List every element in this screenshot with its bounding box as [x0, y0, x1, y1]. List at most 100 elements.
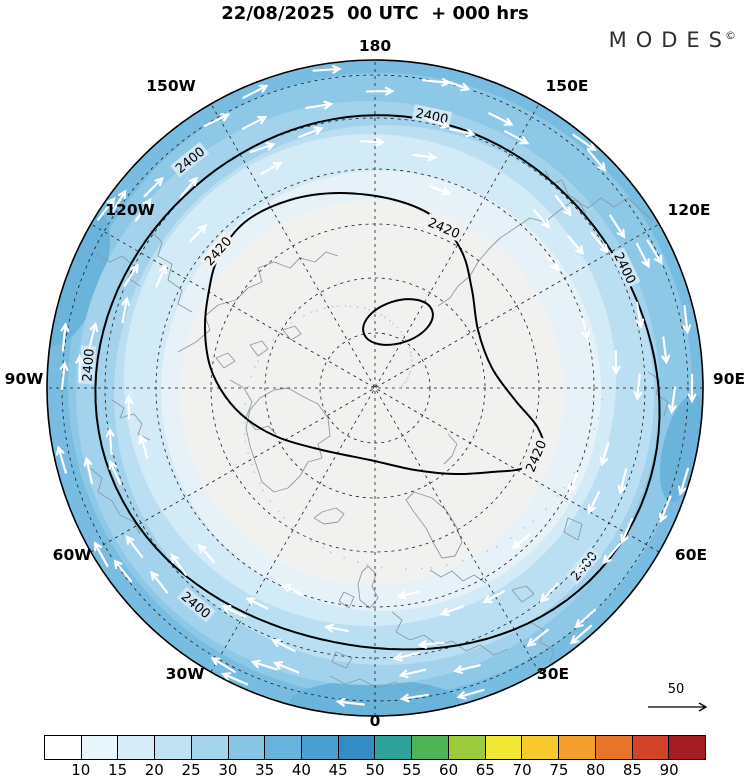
coastline — [443, 433, 458, 465]
wind-arrow — [260, 161, 283, 175]
wind-arrow — [611, 350, 621, 376]
copyright-mark: © — [725, 29, 736, 42]
wind-arrow — [636, 242, 650, 269]
colorbar-segment — [228, 736, 266, 759]
weak-wind-dot — [579, 462, 582, 464]
lon-label: 180 — [359, 37, 392, 55]
wind-arrow — [396, 590, 420, 600]
weak-wind-dot — [336, 305, 339, 308]
weak-wind-dot — [266, 346, 269, 349]
wind-arrow — [533, 209, 551, 229]
wind-arrow — [453, 664, 481, 674]
wind-arrow — [124, 394, 134, 420]
coastline — [405, 491, 463, 559]
weak-wind-dot — [245, 392, 248, 395]
weak-wind-dot — [247, 452, 250, 455]
svg-text:2400: 2400 — [80, 348, 97, 382]
colorbar-segment — [412, 736, 449, 759]
wind-arrow — [123, 263, 139, 287]
wind-arrow — [439, 605, 464, 617]
coastline — [559, 197, 654, 222]
wind-arrow — [108, 459, 122, 485]
colorbar-tick-label: 85 — [622, 761, 642, 779]
coastline — [529, 621, 555, 663]
weak-wind-dot — [420, 567, 423, 570]
weak-wind-dot — [247, 385, 250, 388]
weak-wind-dot — [544, 508, 547, 511]
colorbar-segment — [595, 736, 633, 759]
weak-wind-dot — [408, 346, 411, 349]
wind-arrow — [105, 427, 115, 455]
coastline — [149, 229, 193, 313]
coastline — [563, 517, 583, 541]
weak-wind-dot — [243, 433, 246, 436]
wind-arrow — [590, 232, 609, 254]
wind-arrow — [482, 590, 505, 603]
coastline — [111, 399, 151, 441]
weak-wind-dot — [331, 305, 334, 308]
weak-wind-dot — [402, 334, 404, 337]
colorbar-segment — [265, 736, 303, 759]
wind-arrow — [574, 608, 597, 629]
contour-label: 2400 — [78, 345, 98, 385]
wind-arrow — [424, 117, 451, 129]
weak-wind-dot — [262, 351, 265, 354]
weak-wind-dot — [316, 309, 318, 312]
weak-wind-dot — [383, 316, 386, 319]
wind-arrow — [398, 668, 427, 679]
wind-arrow — [221, 605, 247, 618]
colorbar-tick-label: 60 — [439, 761, 459, 779]
weak-wind-dot — [363, 307, 366, 310]
weak-wind-dot — [410, 354, 412, 357]
wind-arrow — [55, 445, 67, 474]
contour-label: 2400 — [411, 104, 453, 128]
weak-wind-dot — [329, 551, 332, 554]
wind-arrow — [609, 214, 626, 239]
weak-wind-dot — [405, 380, 408, 382]
weak-wind-dot — [556, 495, 559, 497]
weak-wind-dot — [471, 556, 474, 559]
weak-wind-dot — [282, 516, 285, 519]
wind-arrow — [272, 661, 300, 674]
lon-label: 150W — [146, 77, 195, 95]
wind-arrow — [298, 126, 324, 139]
wind-arrow — [323, 623, 349, 633]
colorbar-tick-label: 50 — [365, 761, 385, 779]
coastline — [177, 251, 339, 353]
lon-label: 30E — [537, 665, 569, 683]
coastline — [338, 591, 355, 609]
colorbar-segment — [81, 736, 119, 759]
wind-arrow — [554, 194, 572, 217]
weak-wind-dot — [380, 314, 383, 316]
wind-arrow — [633, 373, 643, 402]
weak-wind-dot — [495, 545, 498, 548]
weak-wind-dot — [597, 417, 600, 419]
wind-arrow — [143, 176, 164, 198]
wind-arrow — [312, 65, 342, 74]
coastline — [647, 371, 669, 417]
svg-text:2400: 2400 — [414, 106, 449, 128]
colorbar-segment — [155, 736, 192, 759]
wind-arrow — [539, 582, 559, 603]
wind-arrow — [456, 688, 485, 700]
wind-arrow — [241, 116, 268, 130]
weak-wind-dot — [593, 428, 596, 430]
wind-arrow — [661, 336, 671, 365]
colorbar-segment — [522, 736, 560, 759]
wind-arrow — [97, 197, 116, 221]
weak-wind-dot — [344, 304, 347, 307]
wind-arrow — [586, 149, 607, 172]
meridian-line — [210, 103, 540, 673]
wind-arrow — [417, 640, 445, 649]
meridian-line — [210, 103, 540, 673]
wind-arrow — [504, 130, 530, 145]
weak-wind-dot — [409, 370, 412, 373]
colorbar-segment — [191, 736, 229, 759]
weak-wind-dot — [323, 307, 326, 310]
wind-arrow — [682, 304, 692, 335]
wind-arrow — [429, 185, 452, 196]
colorbar-tick-label: 65 — [475, 761, 495, 779]
wind-arrow — [281, 584, 303, 596]
modes-logo: MODES© — [609, 28, 736, 52]
wind-arrow — [599, 441, 610, 467]
